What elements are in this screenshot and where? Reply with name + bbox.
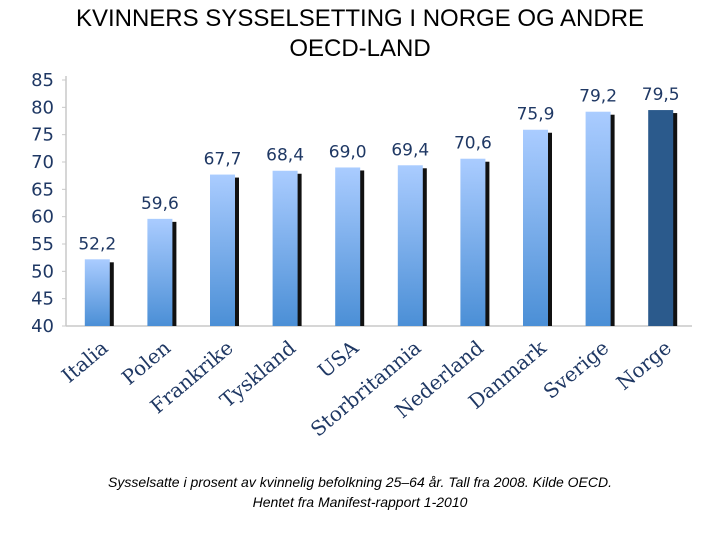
data-label: 70,6 — [454, 134, 492, 154]
bar-tyskland — [272, 170, 298, 326]
data-label: 69,0 — [329, 142, 367, 162]
x-tick-label: USA — [313, 335, 363, 383]
y-tick-label: 85 — [31, 70, 54, 91]
bar-storbritannia — [397, 165, 423, 326]
data-label: 79,2 — [579, 87, 617, 107]
data-label: 75,9 — [517, 105, 555, 125]
data-label: 59,6 — [141, 194, 179, 214]
data-label: 79,5 — [642, 85, 680, 105]
x-tick-label: Sverige — [539, 335, 614, 403]
data-label: 52,2 — [78, 234, 116, 254]
data-label: 68,4 — [266, 146, 304, 166]
caption-line-1: Sysselsatte i prosent av kvinnelig befol… — [107, 474, 613, 490]
chart-caption: Sysselsatte i prosent av kvinnelig befol… — [0, 472, 720, 512]
y-tick-label: 55 — [31, 234, 54, 255]
y-tick-label: 65 — [31, 179, 54, 200]
y-tick-label: 45 — [31, 289, 54, 310]
data-label: 67,7 — [204, 150, 242, 170]
bar-nederland — [460, 158, 486, 326]
x-tick-label: Norge — [612, 335, 676, 394]
bar-usa — [335, 167, 361, 326]
x-tick-label: Storbritannia — [306, 335, 426, 441]
bar-frankrike — [210, 174, 235, 326]
caption-line-2: Hentet fra Manifest-rapport 1-2010 — [252, 494, 468, 510]
y-tick-label: 50 — [31, 261, 54, 282]
bar-italia — [84, 259, 110, 326]
y-tick-label: 80 — [31, 97, 54, 118]
bar-danmark — [523, 129, 548, 326]
data-label: 69,4 — [391, 140, 429, 160]
bar-sverige — [585, 111, 611, 326]
y-tick-label: 70 — [31, 152, 54, 173]
y-tick-label: 40 — [31, 316, 54, 337]
x-tick-label: Italia — [57, 335, 113, 387]
bar-polen — [147, 218, 173, 326]
title-line-1: KVINNERS SYSSELSETTING I NORGE OG ANDRE — [75, 5, 645, 32]
bar-norge — [648, 110, 674, 326]
chart-title: KVINNERS SYSSELSETTING I NORGE OG ANDRE … — [0, 4, 720, 64]
title-line-2: OECD-LAND — [289, 35, 431, 62]
y-tick-label: 75 — [31, 125, 54, 146]
y-tick-label: 60 — [31, 207, 54, 228]
